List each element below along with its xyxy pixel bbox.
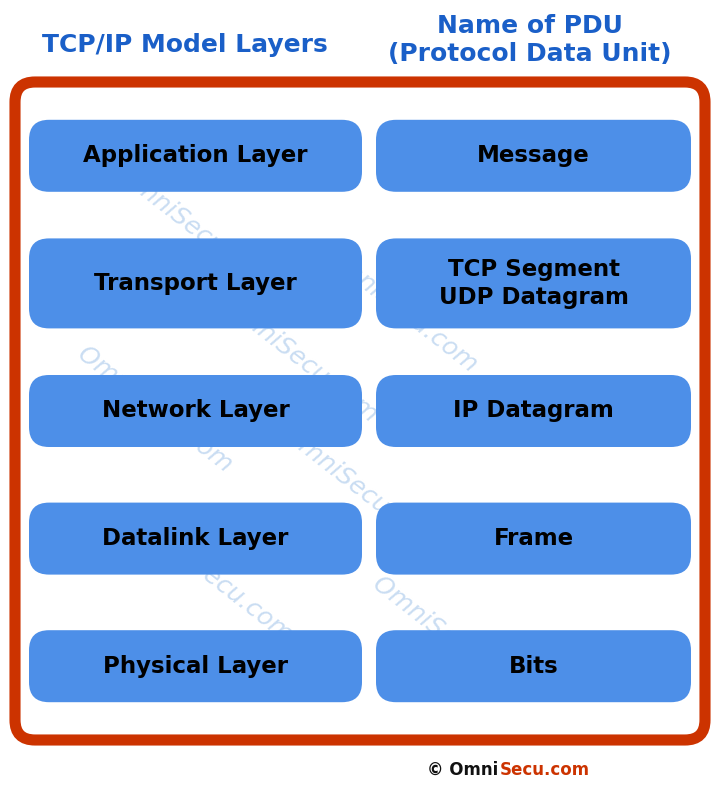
Text: OmniSecu.com: OmniSecu.com <box>133 512 297 648</box>
Text: TCP/IP Model Layers: TCP/IP Model Layers <box>42 33 328 57</box>
Text: Physical Layer: Physical Layer <box>103 654 288 678</box>
Text: IP Datagram: IP Datagram <box>453 399 614 422</box>
FancyBboxPatch shape <box>376 238 691 328</box>
FancyBboxPatch shape <box>29 375 362 447</box>
Text: OmniSecu.com: OmniSecu.com <box>218 292 382 428</box>
Text: Bits: Bits <box>508 654 559 678</box>
Text: Secu.com: Secu.com <box>500 761 590 779</box>
Text: TCP Segment
UDP Datagram: TCP Segment UDP Datagram <box>438 258 629 309</box>
Text: Network Layer: Network Layer <box>102 399 289 422</box>
Text: Transport Layer: Transport Layer <box>94 272 297 295</box>
Text: OmniSecu.com: OmniSecu.com <box>73 342 237 478</box>
Text: Name of PDU
(Protocol Data Unit): Name of PDU (Protocol Data Unit) <box>388 14 672 66</box>
Text: Message: Message <box>477 144 590 167</box>
FancyBboxPatch shape <box>376 630 691 702</box>
FancyBboxPatch shape <box>376 120 691 192</box>
FancyBboxPatch shape <box>29 630 362 702</box>
Text: Frame: Frame <box>493 527 574 550</box>
FancyBboxPatch shape <box>15 82 705 740</box>
Text: Application Layer: Application Layer <box>84 144 307 167</box>
Text: OmniSecu.com: OmniSecu.com <box>278 422 442 558</box>
Text: OmniSecu.com: OmniSecu.com <box>318 242 482 378</box>
Text: © Omni: © Omni <box>427 761 498 779</box>
FancyBboxPatch shape <box>376 502 691 574</box>
FancyBboxPatch shape <box>376 375 691 447</box>
FancyBboxPatch shape <box>29 238 362 328</box>
Text: Datalink Layer: Datalink Layer <box>102 527 289 550</box>
Text: OmniSecu.com: OmniSecu.com <box>368 572 532 708</box>
FancyBboxPatch shape <box>29 502 362 574</box>
Text: OmniSecu.com: OmniSecu.com <box>113 162 277 298</box>
FancyBboxPatch shape <box>29 120 362 192</box>
